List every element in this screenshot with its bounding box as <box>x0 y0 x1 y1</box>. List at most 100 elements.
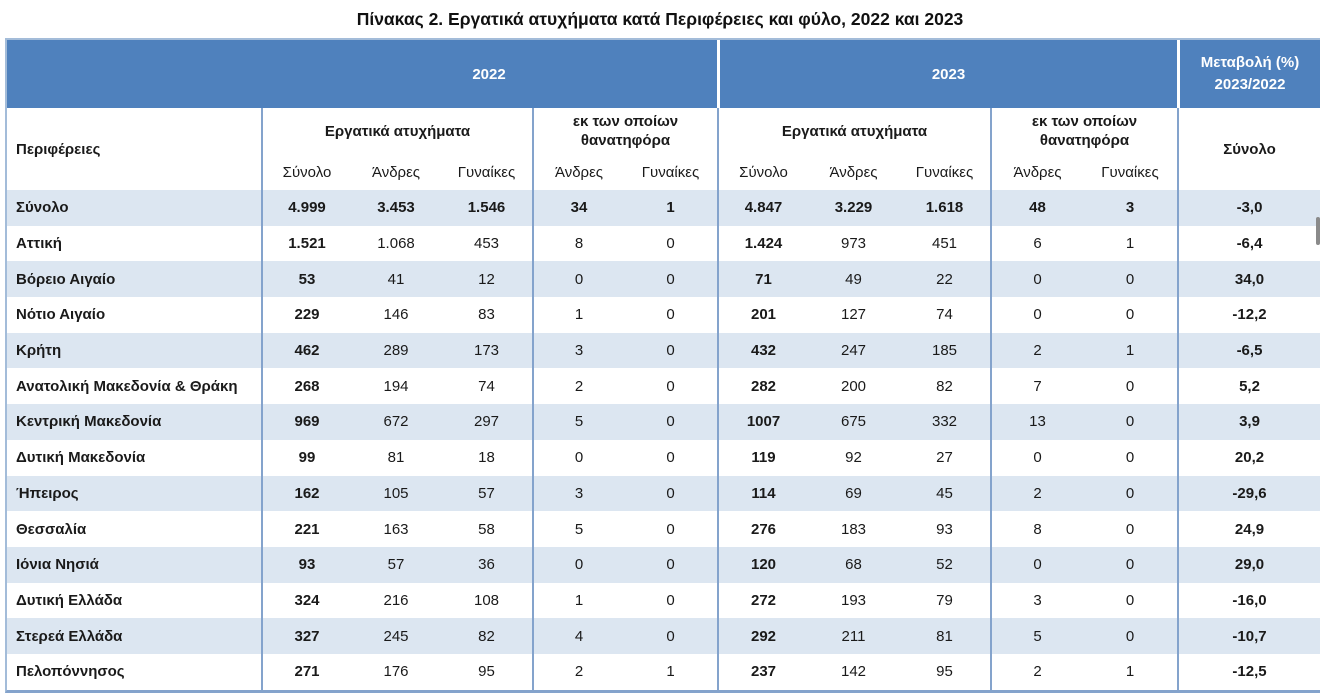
y2023-women-value: 27 <box>936 449 953 467</box>
y2022-men-value: 105 <box>383 484 409 502</box>
y2023-total-value: 237 <box>717 653 808 690</box>
y2023-men-value: 247 <box>840 342 867 360</box>
y2022-total-value: 327 <box>261 618 351 654</box>
y2023-total-value: 282 <box>717 368 808 405</box>
y2023-fatal-women-value: 0 <box>1125 520 1135 538</box>
change-value: 5,2 <box>1177 368 1320 405</box>
y2022-women-value: 36 <box>478 556 495 574</box>
y2022-fatal-men-value: 0 <box>532 439 624 476</box>
y2023-women-value: 81 <box>936 627 953 645</box>
y2022-women-value: 74 <box>478 377 495 395</box>
y2022-men-value: 41 <box>387 270 405 288</box>
y2023-total-value: 201 <box>717 297 808 333</box>
y2023-fatal-men-value: 3 <box>990 582 1083 619</box>
y2022-fatal-men-value: 0 <box>532 546 624 583</box>
y2022-women-value: 83 <box>478 306 495 324</box>
y2023-men-value: 92 <box>845 449 862 467</box>
y2023-women-value: 52 <box>936 556 953 574</box>
y2023-fatal-men-value: 2 <box>990 475 1083 512</box>
y2023-fatal-men-value: 5 <box>990 618 1083 654</box>
table-row: Θεσσαλία 221 163 58 5 0 276 183 93 8 0 24,9 <box>7 511 1320 547</box>
y2022-fatal-men-value: 3 <box>532 332 624 369</box>
y2022-total-value: 268 <box>261 368 351 405</box>
region-name: Σύνολο <box>16 199 69 217</box>
y2022-total-value: 462 <box>261 332 351 369</box>
y2023-fatal-women-value: 0 <box>1125 591 1135 609</box>
y2022-men-value: 194 <box>383 377 409 395</box>
y2022-fatal-women-value: 0 <box>666 520 675 538</box>
y2023-men-value: 69 <box>845 484 862 502</box>
y2022-women-value: 18 <box>478 449 495 467</box>
region-name: Ανατολική Μακεδονία & Θράκη <box>16 377 238 395</box>
y2023-fatal-men-value: 0 <box>990 546 1083 583</box>
change-value: -12,5 <box>1177 653 1320 690</box>
region-name: Ήπειρος <box>16 484 79 502</box>
fatal-2023-group-header: εκ των οποίων θανατηφόρα <box>990 108 1177 154</box>
y2023-fatal-men-value: 0 <box>990 297 1083 333</box>
year-2022-label: 2022 <box>472 65 506 83</box>
subheader-2023-fatal-women: Γυναίκες <box>1101 163 1159 181</box>
accidents-2022-group-header: Εργατικά ατυχήματα <box>261 108 532 154</box>
y2023-fatal-women-value: 1 <box>1125 663 1135 681</box>
y2023-total-value: 114 <box>717 475 808 512</box>
y2023-women-value: 22 <box>936 270 953 288</box>
y2022-fatal-women-value: 0 <box>666 413 675 431</box>
y2022-women-value: 173 <box>473 342 500 360</box>
y2022-fatal-women-value: 1 <box>666 199 675 217</box>
y2023-fatal-men-value: 2 <box>990 653 1083 690</box>
change-total-header: Σύνολο <box>1177 108 1320 190</box>
y2023-fatal-men-value: 0 <box>990 439 1083 476</box>
change-value: -6,5 <box>1177 332 1320 369</box>
y2023-fatal-men-value: 48 <box>990 190 1083 226</box>
y2023-men-value: 127 <box>840 306 867 324</box>
y2023-women-value: 82 <box>936 377 953 395</box>
y2022-total-value: 271 <box>261 653 351 690</box>
y2023-total-value: 432 <box>717 332 808 369</box>
fatal-2022-group-header: εκ των οποίων θανατηφόρα <box>532 108 717 154</box>
region-name: Δυτική Μακεδονία <box>16 449 146 467</box>
subheader-2022-fatal-men: Άνδρες <box>532 154 624 190</box>
scrollbar-thumb[interactable] <box>1316 217 1320 245</box>
region-name: Αττική <box>16 235 62 253</box>
y2022-total-value: 4.999 <box>261 190 351 226</box>
region-name: Κρήτη <box>16 342 62 360</box>
y2023-women-value: 79 <box>936 591 953 609</box>
table-row: Δυτική Μακεδονία 99 81 18 0 0 119 92 27 0 0 20,2 <box>7 439 1320 476</box>
y2023-fatal-men-value: 8 <box>990 511 1083 547</box>
y2023-fatal-men-value: 2 <box>990 332 1083 369</box>
subheader-2022-total: Σύνολο <box>261 154 351 190</box>
y2022-fatal-men-value: 2 <box>532 368 624 405</box>
y2023-men-value: 49 <box>845 270 862 288</box>
y2022-total-value: 99 <box>261 439 351 476</box>
y2022-fatal-men-value: 8 <box>532 225 624 262</box>
y2023-men-value: 675 <box>840 413 867 431</box>
subheader-2023-men: Άνδρες <box>829 163 878 181</box>
y2022-men-value: 3.453 <box>377 199 415 217</box>
y2023-fatal-women-value: 3 <box>1125 199 1135 217</box>
y2022-fatal-women-value: 0 <box>666 484 675 502</box>
y2023-fatal-women-value: 0 <box>1125 627 1135 645</box>
regions-column-header: Περιφέρειες <box>16 140 101 158</box>
table-body: Σύνολο 4.999 3.453 1.546 34 1 4.847 3.229 1.618 4… <box>7 190 1320 690</box>
y2023-fatal-women-value: 1 <box>1125 235 1135 253</box>
y2022-fatal-men-value: 3 <box>532 475 624 512</box>
y2022-fatal-women-value: 0 <box>666 627 675 645</box>
table-row: Ιόνια Νησιά 93 57 36 0 0 120 68 52 0 0 29,0 <box>7 546 1320 583</box>
change-percent-header: Μεταβολή (%) 2023/2022 <box>1177 40 1320 108</box>
y2022-men-value: 1.068 <box>377 235 415 253</box>
y2022-fatal-men-value: 5 <box>532 404 624 440</box>
y2022-total-value: 93 <box>261 546 351 583</box>
table-row: Στερεά Ελλάδα 327 245 82 4 0 292 211 81 5 0 -10,7 <box>7 618 1320 654</box>
y2022-fatal-men-value: 1 <box>532 297 624 333</box>
year-2022-band: 2022 <box>7 40 717 108</box>
y2022-men-value: 216 <box>383 591 409 609</box>
y2022-total-value: 324 <box>261 582 351 619</box>
y2022-total-value: 53 <box>261 261 351 298</box>
y2023-fatal-men-value: 13 <box>990 404 1083 440</box>
y2023-men-value: 142 <box>840 663 867 681</box>
y2023-women-value: 332 <box>931 413 958 431</box>
change-value: -3,0 <box>1177 190 1320 226</box>
y2023-fatal-women-value: 0 <box>1125 449 1135 467</box>
region-name: Ιόνια Νησιά <box>16 556 99 574</box>
accidents-table: 2022 2023 Μεταβολή (%) 2023/2022 Περιφέρ… <box>5 38 1320 693</box>
